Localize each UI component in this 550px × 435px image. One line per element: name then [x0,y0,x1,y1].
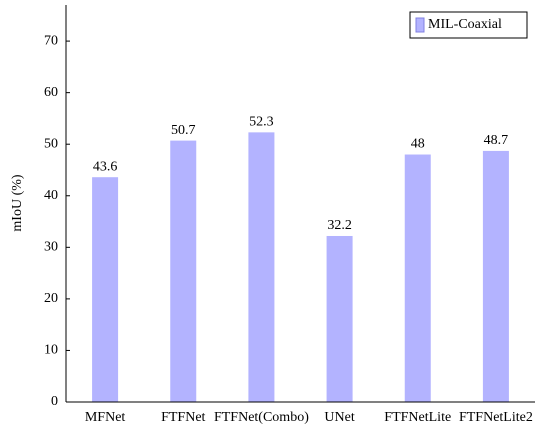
y-tick-label: 70 [44,33,58,48]
legend-box [409,11,528,39]
legend-swatch [415,17,425,33]
bar [482,150,509,402]
x-tick-label: FTFNet(Combo) [214,410,309,425]
data-label: 50.7 [171,123,196,138]
x-tick-label: MFNet [85,410,126,425]
y-tick-label: 20 [44,291,58,306]
bar [326,235,353,402]
data-label: 52.3 [249,115,274,130]
bar [248,132,275,402]
x-tick-label: FTFNetLite [384,410,451,425]
y-tick-label: 30 [44,240,58,255]
bar [170,140,197,402]
y-tick-label: 40 [44,188,58,203]
data-label: 32.2 [327,218,352,233]
y-tick-label: 10 [44,343,58,358]
y-tick-label: 0 [51,394,58,409]
data-label: 48 [411,137,425,152]
data-label: 43.6 [93,159,118,174]
bar [92,177,119,402]
x-tick-label: UNet [324,410,354,425]
bar [404,154,431,402]
y-tick-label: 60 [44,85,58,100]
data-label: 48.7 [484,133,509,148]
y-axis-label: mIoU (%) [10,174,25,231]
legend-label: MIL-Coaxial [428,17,502,32]
y-tick-label: 50 [44,136,58,151]
x-tick-label: FTFNetLite2 [459,410,533,425]
x-tick-label: FTFNet [161,410,205,425]
